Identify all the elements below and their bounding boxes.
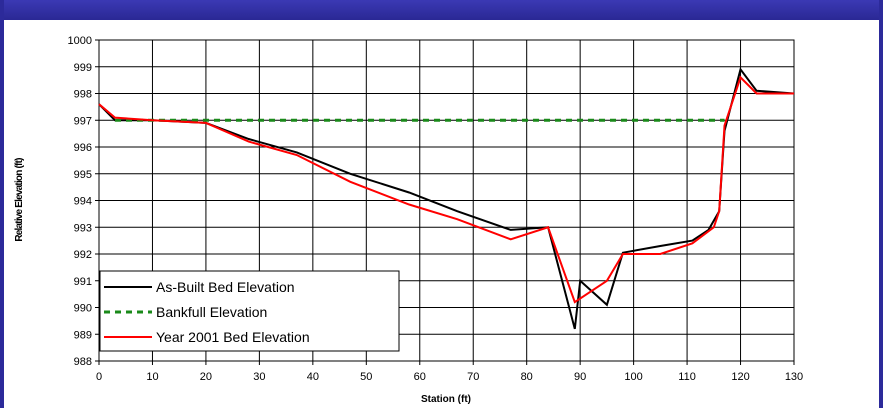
window-left-border xyxy=(0,0,4,408)
y-tick-label: 998 xyxy=(74,89,92,101)
y-tick-label: 992 xyxy=(74,249,92,261)
legend-item-0: As-Built Bed Elevation xyxy=(104,279,295,295)
y-tick-label: 991 xyxy=(74,276,92,288)
x-tick-label: 100 xyxy=(624,371,642,383)
grid-lines xyxy=(99,40,794,361)
x-tick-label: 80 xyxy=(521,371,533,383)
y-tick-label: 1000 xyxy=(68,35,92,47)
x-tick-label: 20 xyxy=(200,371,212,383)
y-tick-label: 996 xyxy=(74,142,92,154)
y-tick-label: 989 xyxy=(74,329,92,341)
legend-item-1: Bankfull Elevation xyxy=(104,304,267,320)
legend-label-1: Bankfull Elevation xyxy=(156,304,267,320)
y-tick-label: 990 xyxy=(74,303,92,315)
x-tick-label: 90 xyxy=(574,371,586,383)
axes: 9889899909919929939949959969979989991000… xyxy=(68,35,804,383)
legend-label-0: As-Built Bed Elevation xyxy=(156,279,295,295)
legend-item-2: Year 2001 Bed Elevation xyxy=(104,329,310,345)
x-tick-label: 120 xyxy=(731,371,749,383)
y-tick-label: 994 xyxy=(74,196,92,208)
x-tick-label: 130 xyxy=(785,371,803,383)
x-tick-label: 60 xyxy=(414,371,426,383)
window-top-bar xyxy=(0,0,883,20)
x-tick-label: 50 xyxy=(360,371,372,383)
y-tick-label: 995 xyxy=(74,169,92,181)
x-tick-label: 10 xyxy=(146,371,158,383)
y-axis-title: Relative Elevation (ft) xyxy=(14,158,25,242)
y-tick-label: 988 xyxy=(74,356,92,368)
series-line-2 xyxy=(98,75,794,304)
window-right-border xyxy=(879,0,883,408)
x-tick-label: 40 xyxy=(307,371,319,383)
x-tick-label: 70 xyxy=(467,371,479,383)
legend: As-Built Bed Elevation Bankfull Elevatio… xyxy=(99,270,400,352)
y-tick-label: 997 xyxy=(74,115,92,127)
y-tick-label: 993 xyxy=(74,222,92,234)
series-lines xyxy=(98,67,795,330)
x-tick-label: 0 xyxy=(96,371,102,383)
x-axis-title: Station (ft) xyxy=(421,394,471,405)
x-tick-label: 110 xyxy=(678,371,696,383)
y-tick-label: 999 xyxy=(74,62,92,74)
legend-label-2: Year 2001 Bed Elevation xyxy=(156,329,310,345)
x-tick-label: 30 xyxy=(253,371,265,383)
